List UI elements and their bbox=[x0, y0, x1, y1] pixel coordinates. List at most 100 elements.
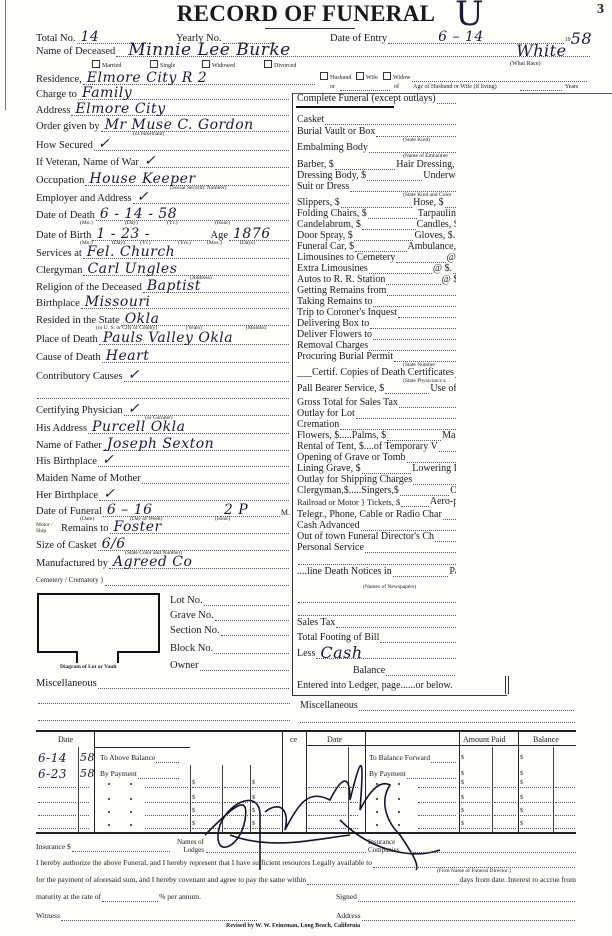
charge-blank-line[interactable] bbox=[297, 606, 456, 616]
ledger-cell-line[interactable] bbox=[520, 787, 551, 788]
charge-limousines-to-cemetery[interactable]: Limousines to Cemetery @ $. bbox=[297, 253, 456, 263]
ledger-cell-line[interactable] bbox=[555, 787, 575, 788]
field-how-secured[interactable]: How Secured ✓ bbox=[36, 137, 290, 151]
field-cause-of-death[interactable]: Cause of Death Heart bbox=[36, 349, 290, 363]
charge-telegr-phone-cable-or-radio-char[interactable]: Telegr., Phone, Cable or Radio Char bbox=[297, 510, 456, 520]
right-misc-line[interactable] bbox=[300, 722, 575, 723]
charge-less[interactable]: Less Cash bbox=[297, 645, 456, 661]
ledger-cell-line[interactable] bbox=[494, 828, 516, 829]
cemetery-owner-field[interactable]: Owner bbox=[170, 660, 290, 671]
ledger-cell-line[interactable] bbox=[252, 787, 280, 788]
charge-total-footing-of-bill[interactable]: Total Footing of Bill bbox=[297, 633, 456, 643]
charge-blank-line[interactable] bbox=[297, 593, 456, 603]
date-of-entry-field[interactable]: Date of Entry 6 – 14 19 58 bbox=[330, 30, 592, 47]
ledger-cell-line[interactable] bbox=[350, 828, 358, 829]
marital-checkbox-widowed[interactable]: Widowed bbox=[202, 60, 235, 70]
ledger-cell-line[interactable] bbox=[418, 815, 456, 816]
field-his-address[interactable]: His Address Purcell Okla bbox=[36, 420, 290, 434]
charge-removal-charges[interactable]: Removal Charges bbox=[297, 341, 456, 351]
charge-balance[interactable]: Balance bbox=[353, 666, 456, 676]
ledger-cell-line[interactable] bbox=[38, 787, 76, 788]
charge-cash-advanced[interactable]: Cash Advanced bbox=[297, 521, 456, 531]
charge-blank-line[interactable] bbox=[297, 555, 456, 565]
ledger-cell-line[interactable] bbox=[494, 787, 516, 788]
charge-casket[interactable]: Casket bbox=[297, 115, 456, 125]
yearly-no-field[interactable]: Yearly No. bbox=[176, 33, 276, 44]
spouse-age-line[interactable] bbox=[520, 90, 562, 91]
marital-checkbox-married[interactable]: Married bbox=[92, 60, 121, 70]
field-his-birthplace[interactable]: His Birthplace ✓ bbox=[36, 453, 290, 467]
miscellaneous-field[interactable]: Miscellaneous bbox=[36, 678, 290, 689]
field-occupation[interactable]: Occupation House Keeper bbox=[36, 172, 290, 186]
ledger-cell-line[interactable] bbox=[350, 802, 358, 803]
ledger-cell-line[interactable] bbox=[520, 802, 551, 803]
ledger-cell-line[interactable] bbox=[520, 815, 551, 816]
charge-door-spray[interactable]: Door Spray, $ Gloves, $. bbox=[297, 231, 456, 241]
ledger-cell-line[interactable] bbox=[80, 828, 89, 829]
charge-outlay-for-shipping-charges[interactable]: Outlay for Shipping Charges bbox=[297, 475, 456, 485]
charge-railroad-or-motor-tickets[interactable]: Railroad or Motor } Tickets, $ Aero-plane… bbox=[297, 497, 456, 507]
field-remains-to[interactable]: Motor / Ship Remains to Foster bbox=[36, 520, 290, 534]
ledger-cell-line[interactable] bbox=[145, 828, 188, 829]
charge-sales-tax[interactable]: Sales Tax bbox=[297, 618, 456, 628]
field-religion-of-the-deceased[interactable]: Religion of the Deceased Baptist bbox=[36, 279, 290, 293]
field-birthplace[interactable]: Birthplace Missouri bbox=[36, 295, 290, 309]
ledger-cell-line[interactable] bbox=[555, 815, 575, 816]
cemetery-grave-field[interactable]: Grave No. bbox=[170, 610, 290, 621]
name-of-deceased-field[interactable]: Name of Deceased Minnie Lee Burke White bbox=[36, 42, 591, 59]
checkbox-widow[interactable]: Widow bbox=[383, 72, 410, 82]
checkbox-wife[interactable]: Wife bbox=[356, 72, 378, 82]
ledger-cell-line[interactable] bbox=[80, 787, 89, 788]
ledger-right-row[interactable]: To Balance Forward bbox=[369, 752, 457, 763]
ledger-cell-line[interactable] bbox=[38, 802, 76, 803]
charge-pall-bearer-service[interactable]: Pall Bearer Service, $ Use of Ch bbox=[297, 384, 456, 394]
ledger-cell-line[interactable] bbox=[38, 815, 76, 816]
charge-out-of-town-funeral-director-s-ch[interactable]: Out of town Funeral Director's Ch bbox=[297, 532, 456, 542]
ledger-cell-line[interactable] bbox=[308, 787, 346, 788]
ledger-left-row[interactable]: By Payment bbox=[100, 768, 180, 779]
ledger-cell-line[interactable] bbox=[418, 802, 456, 803]
ledger-right-row[interactable]: By Payment bbox=[369, 768, 457, 779]
misc-line[interactable] bbox=[38, 703, 290, 704]
ledger-cell-line[interactable] bbox=[224, 787, 248, 788]
ledger-cell-line[interactable] bbox=[224, 815, 248, 816]
field-clergyman[interactable]: Clergyman Carl Ungles bbox=[36, 262, 290, 276]
charge-outlay-for-lot[interactable]: Outlay for Lot bbox=[297, 409, 456, 419]
field-order-given-by[interactable]: Order given by Mr Muse C. Gordon bbox=[36, 118, 290, 132]
field-certifying-physician[interactable]: Certifying Physician ✓ bbox=[36, 402, 290, 416]
ledger-cell-line[interactable] bbox=[252, 828, 280, 829]
right-miscellaneous-field[interactable]: Miscellaneous bbox=[300, 700, 575, 711]
interest-rate-field[interactable]: maturity at the rate of % per annum. bbox=[36, 891, 201, 902]
ledger-cell-line[interactable] bbox=[494, 815, 516, 816]
field-manufactured-by[interactable]: Manufactured by Agreed Co bbox=[36, 555, 290, 569]
charge-deliver-flowers-to[interactable]: Deliver Flowers to bbox=[297, 330, 456, 340]
field-size-of-casket[interactable]: Size of Casket 6/6 bbox=[36, 537, 290, 551]
field-date-of-death[interactable]: Date of Death 6 - 14 - 58 bbox=[36, 207, 290, 221]
ledger-cell-line[interactable] bbox=[224, 802, 248, 803]
field-blank-line[interactable] bbox=[36, 388, 290, 399]
misc-line[interactable] bbox=[38, 720, 290, 721]
charge-extra-limousines[interactable]: Extra Limousines @ $. bbox=[297, 264, 456, 274]
ledger-cell-line[interactable] bbox=[418, 787, 456, 788]
ledger-cell-line[interactable] bbox=[461, 828, 490, 829]
checkbox-husband[interactable]: Husband bbox=[320, 72, 351, 82]
total-no-field[interactable]: Total No. 14 bbox=[36, 30, 151, 44]
charge-funeral-car[interactable]: Funeral Car, $ Ambulance, $ bbox=[297, 242, 456, 252]
ledger-cell-line[interactable] bbox=[520, 828, 551, 829]
ledger-cell-line[interactable] bbox=[461, 802, 490, 803]
charge-procuring-burial-permit[interactable]: Procuring Burial Permit bbox=[297, 352, 456, 362]
ledger-cell-line[interactable] bbox=[350, 815, 358, 816]
field-services-at[interactable]: Services at Fel. Church bbox=[36, 245, 290, 259]
field-address[interactable]: Address Elmore City bbox=[36, 102, 290, 116]
charge-embalming-body[interactable]: Embalming Body bbox=[297, 143, 456, 153]
field-if-veteran-name-of-war[interactable]: If Veteran, Name of War ✓ bbox=[36, 154, 290, 168]
charge-flowers-palms[interactable]: Flowers, $.....Palms, $ Matt bbox=[297, 431, 456, 441]
ledger-cell-line[interactable] bbox=[252, 815, 280, 816]
field-charge-to[interactable]: Charge to Family bbox=[36, 86, 290, 100]
ledger-left-row[interactable]: To Above Balance bbox=[100, 752, 180, 763]
charge-opening-of-grave-or-tomb[interactable]: Opening of Grave or Tomb bbox=[297, 453, 456, 463]
marital-checkbox-single[interactable]: Single bbox=[150, 60, 175, 70]
field-name-of-father[interactable]: Name of Father Joseph Sexton bbox=[36, 437, 290, 451]
witness-field[interactable]: Witness bbox=[36, 910, 258, 921]
charge-suit-or-dress[interactable]: Suit or Dress bbox=[297, 182, 456, 192]
